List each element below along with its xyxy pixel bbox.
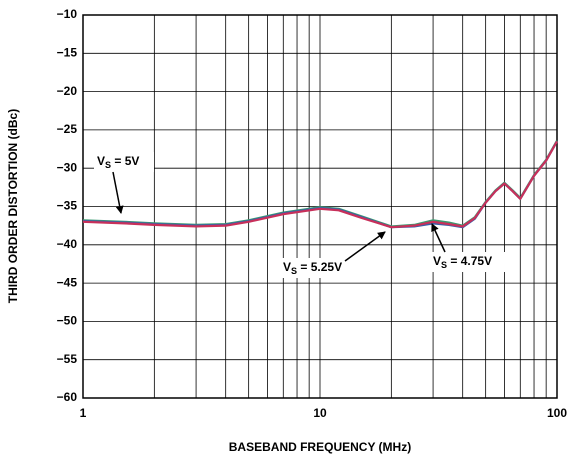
- annotation-suffix: = 4.75V: [447, 254, 492, 268]
- annotation-suffix: = 5V: [111, 154, 139, 168]
- annotation-prefix: V: [97, 154, 105, 168]
- series-line: [82, 140, 558, 229]
- plot-frame: [82, 14, 558, 399]
- y-axis-label: THIRD ORDER DISTORTION (dBc): [6, 109, 20, 303]
- y-tick-label: −55: [57, 352, 78, 366]
- annotation: VS = 4.75V: [433, 254, 492, 270]
- annotation-prefix: V: [433, 254, 441, 268]
- annotation-bg: [430, 252, 516, 272]
- annotation-suffix: = 5.25V: [297, 260, 342, 274]
- y-tick-label: −60: [57, 390, 78, 404]
- annotation-arrow: [431, 223, 446, 253]
- y-tick-label: −35: [57, 199, 78, 213]
- annotation-arrow: [344, 231, 386, 262]
- x-tick-label: 100: [547, 406, 567, 420]
- annotation-subscript: S: [105, 160, 111, 170]
- annotation-subscript: S: [441, 260, 447, 270]
- x-axis-label: BASEBAND FREQUENCY (MHz): [229, 440, 411, 454]
- y-tick-label: −40: [57, 237, 78, 251]
- annotation: VS = 5.25V: [283, 260, 342, 276]
- annotation-arrow: [112, 171, 124, 214]
- x-tick-label: 1: [80, 406, 87, 420]
- y-tick-label: −25: [57, 122, 78, 136]
- annotation-bg: [280, 258, 365, 278]
- y-tick-label: −50: [57, 314, 78, 328]
- annotation-bg: [94, 152, 154, 172]
- y-tick-label: −45: [57, 275, 78, 289]
- annotation: VS = 5V: [97, 154, 139, 170]
- annotation-prefix: V: [283, 260, 291, 274]
- y-tick-label: −10: [57, 7, 78, 21]
- y-tick-label: −30: [57, 160, 78, 174]
- y-tick-label: −15: [57, 45, 78, 59]
- x-tick-label: 10: [313, 406, 327, 420]
- annotation-subscript: S: [291, 266, 297, 276]
- y-tick-label: −20: [57, 84, 78, 98]
